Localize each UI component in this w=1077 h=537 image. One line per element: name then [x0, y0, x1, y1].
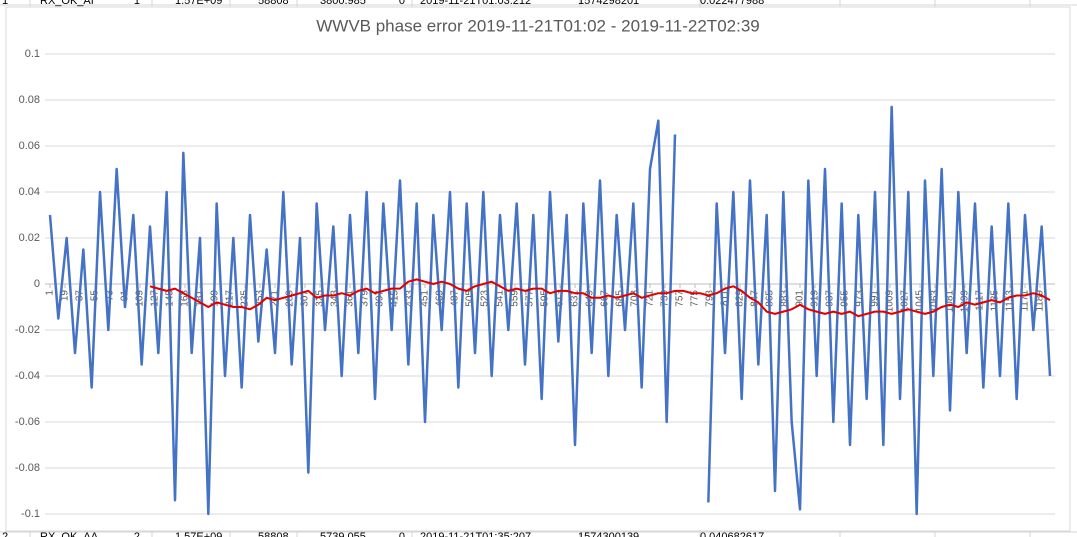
y-tick-label: -0.08 — [15, 462, 40, 474]
x-tick-label: 775 — [690, 290, 701, 307]
x-tick-label: 451 — [420, 290, 431, 307]
x-tick-label: 1153 — [1005, 290, 1016, 312]
cell: 1 — [134, 0, 140, 7]
x-tick-label: 541 — [495, 290, 506, 307]
x-tick-label: 703 — [630, 290, 641, 307]
x-tick-label: 433 — [405, 290, 416, 307]
x-tick-label: 163 — [180, 290, 191, 307]
cell: 1.57E+09 — [175, 531, 222, 537]
series-line — [48, 105, 1052, 516]
x-tick-label: 523 — [480, 290, 491, 307]
y-tick-label: 0.04 — [19, 186, 40, 198]
chart-area — [5, 6, 1071, 532]
x-tick-label: 1081 — [945, 290, 956, 313]
cell: 2 — [134, 531, 140, 537]
chart-title: WWVB phase error 2019-11-21T01:02 - 2019… — [316, 16, 760, 35]
x-tick-label: 559 — [510, 290, 521, 307]
x-tick-label: 379 — [360, 290, 371, 307]
x-tick-label: 991 — [870, 290, 881, 307]
y-tick-label: 0.08 — [19, 94, 40, 106]
series-line — [149, 278, 1051, 318]
x-tick-label: 721 — [645, 290, 656, 307]
y-tick-label: 0.06 — [19, 140, 40, 152]
x-tick-label: 685 — [615, 290, 626, 307]
x-tick-label: 757 — [675, 290, 686, 307]
sheet-rows: 1 RX_OK_AI 1 1.57E+09 58808 3800.985 0 2019-11-… — [2, 0, 764, 537]
cell: 0.040682617 — [700, 531, 764, 537]
cell: 1 — [2, 0, 8, 7]
y-tick-label: -0.02 — [15, 324, 40, 336]
y-tick-label: 0.02 — [19, 232, 40, 244]
y-tick-label: -0.06 — [15, 416, 40, 428]
x-tick-label: 649 — [585, 290, 596, 307]
cell: 2019-11-21T01:35:207 — [420, 531, 531, 537]
x-tick-label: 829 — [735, 290, 746, 307]
x-tick-label: 793 — [705, 290, 716, 307]
x-tick-label: 361 — [345, 290, 356, 307]
x-tick-label: 181 — [195, 290, 206, 307]
x-tick-label: 811 — [720, 290, 731, 306]
x-tick-label: 1 — [45, 290, 56, 296]
x-tick-label: 325 — [315, 290, 326, 307]
cell: 58808 — [258, 0, 289, 7]
x-tick-label: 901 — [795, 290, 806, 307]
x-tick-label: 1171 — [1020, 290, 1031, 312]
y-tick-label: -0.1 — [21, 508, 40, 520]
cell: RX_OK_AA — [40, 531, 99, 537]
cell: 0 — [399, 531, 405, 537]
x-tick-label: 253 — [255, 290, 266, 307]
cell: 0.022477988 — [700, 0, 764, 7]
x-tick-label: 505 — [465, 290, 476, 307]
cell: 1.57E+09 — [175, 0, 222, 7]
x-tick-label: 1009 — [885, 290, 896, 313]
cell: 5739.055 — [320, 531, 366, 537]
cell: 1574298201 — [578, 0, 639, 7]
x-tick-label: 631 — [570, 290, 581, 307]
x-tick-label: 919 — [810, 290, 821, 307]
x-tick-label: 739 — [660, 290, 671, 307]
y-tick-label: -0.04 — [15, 370, 40, 382]
cell: RX_OK_AI — [40, 0, 94, 7]
x-tick-label: 973 — [855, 290, 866, 307]
x-tick-label: 307 — [300, 290, 311, 307]
x-tick-label: 883 — [780, 290, 791, 307]
x-tick-label: 415 — [390, 290, 401, 307]
cell: 3800.985 — [320, 0, 366, 7]
x-tick-label: 19 — [60, 290, 71, 302]
y-tick-label: 0 — [34, 278, 40, 290]
x-tick-label: 271 — [270, 290, 281, 307]
cell: 0 — [399, 0, 405, 7]
cell: 1574300139 — [578, 531, 639, 537]
x-tick-label: 1045 — [915, 290, 926, 313]
x-tick-label: 343 — [330, 290, 341, 307]
cell: 58808 — [258, 531, 289, 537]
cell: 2 — [2, 531, 8, 537]
x-tick-label: 1189 — [1035, 290, 1046, 312]
cell: 2019-11-21T01:03:212 — [420, 0, 531, 7]
x-tick-label: 289 — [285, 290, 296, 307]
x-tick-label: 109 — [135, 290, 146, 307]
x-tick-label: 577 — [525, 290, 536, 307]
y-tick-label: 0.1 — [25, 48, 40, 60]
